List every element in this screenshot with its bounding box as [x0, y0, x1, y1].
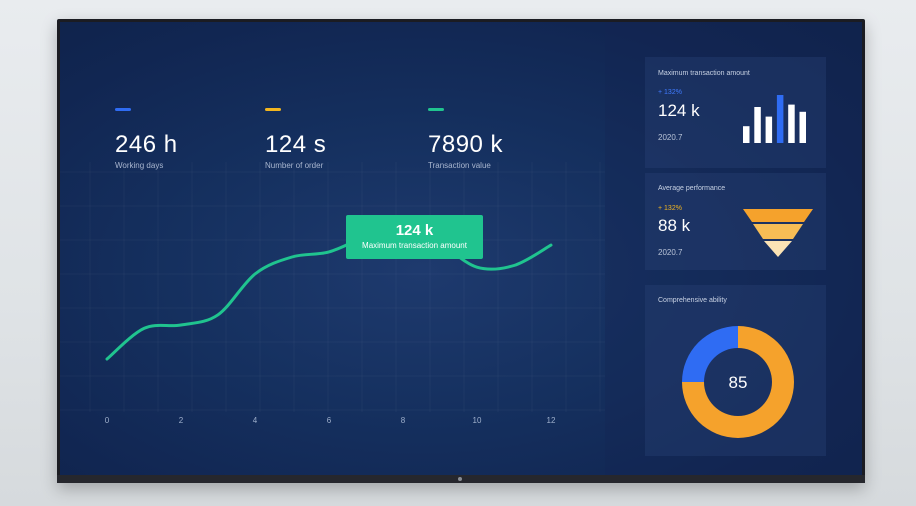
series-line — [105, 224, 553, 361]
donut-score: 85 — [729, 373, 748, 392]
funnel-icon — [743, 209, 813, 257]
mini-bar — [743, 126, 750, 143]
growth-badge: + 132% — [658, 205, 682, 212]
mini-bar — [799, 111, 806, 143]
transaction-line-chart: 0 2 4 6 8 10 12 — [105, 220, 556, 425]
stat-label: Transaction value — [428, 161, 491, 170]
mini-bar — [788, 104, 795, 143]
card-date: 2020.7 — [658, 248, 683, 257]
x-tick-label: 8 — [401, 416, 406, 425]
card-comprehensive-ability: Comprehensive ability 85 — [645, 285, 826, 456]
card-title: Comprehensive ability — [658, 297, 727, 304]
mini-bar — [754, 107, 761, 143]
tv-logo-icon — [458, 477, 462, 481]
x-tick-label: 4 — [253, 416, 258, 425]
ability-donut-chart: 85 — [682, 326, 794, 438]
stat-accent-bar — [115, 108, 131, 111]
mini-bar — [765, 116, 773, 143]
x-tick-label: 0 — [105, 416, 110, 425]
card-value: 124 k — [658, 101, 700, 120]
card-average-performance: Average performance + 132% 88 k 2020.7 — [645, 173, 826, 270]
card-max-transaction: Maximum transaction amount + 132% 124 k … — [645, 57, 826, 168]
card-title: Average performance — [658, 185, 726, 192]
card-date: 2020.7 — [658, 133, 683, 142]
growth-badge: + 132% — [658, 89, 682, 96]
stat-label: Working days — [115, 161, 164, 170]
chart-tooltip: 124 k Maximum transaction amount — [346, 215, 483, 259]
x-tick-label: 12 — [547, 416, 556, 425]
stat-value: 124 s — [265, 131, 327, 158]
x-tick-label: 10 — [473, 416, 482, 425]
stat-value: 7890 k — [428, 131, 504, 158]
stat-transaction-value: 7890 k Transaction value — [428, 108, 503, 170]
stat-accent-bar — [265, 108, 281, 111]
x-tick-label: 6 — [327, 416, 332, 425]
mini-bar — [776, 95, 784, 143]
tooltip-value: 124 k — [395, 222, 434, 239]
stat-label: Number of order — [265, 161, 324, 170]
stat-value: 246 h — [115, 131, 178, 158]
stat-working-days: 246 h Working days — [115, 108, 178, 170]
donut-segment-blue — [682, 326, 738, 382]
card-value: 88 k — [658, 216, 691, 235]
dashboard-screen: 246 h Working days 124 s Number of order… — [60, 22, 862, 475]
stat-number-of-order: 124 s Number of order — [265, 108, 326, 170]
right-panel: Maximum transaction amount + 132% 124 k … — [605, 22, 862, 475]
mini-bar-chart — [743, 95, 806, 143]
tooltip-label: Maximum transaction amount — [362, 241, 467, 250]
x-tick-label: 2 — [179, 416, 184, 425]
card-title: Maximum transaction amount — [658, 70, 750, 77]
donut-segment-orange — [682, 326, 794, 438]
stat-accent-bar — [428, 108, 444, 111]
